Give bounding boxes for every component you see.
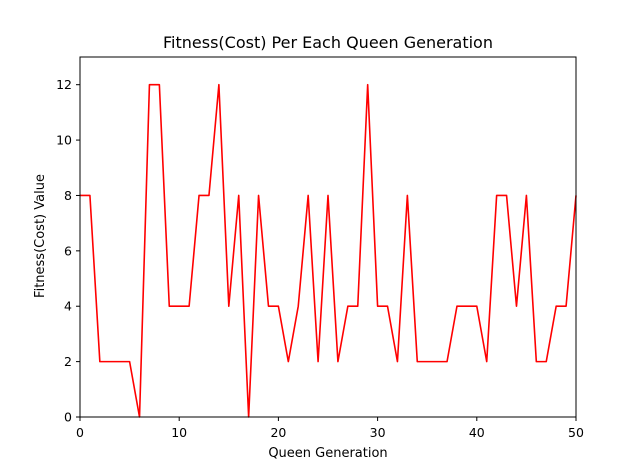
x-tick-label: 40: [469, 425, 485, 440]
y-tick-label: 8: [64, 188, 72, 203]
y-tick-label: 0: [64, 410, 72, 425]
chart-title: Fitness(Cost) Per Each Queen Generation: [163, 33, 493, 52]
x-tick-label: 30: [370, 425, 386, 440]
y-tick-label: 6: [64, 243, 72, 258]
x-tick-label: 50: [568, 425, 584, 440]
y-tick-label: 2: [64, 354, 72, 369]
plot-frame: [79, 56, 577, 418]
x-axis-label: Queen Generation: [268, 446, 387, 461]
y-tick-label: 10: [56, 133, 72, 148]
series-line-0: [80, 83, 577, 418]
x-tick-label: 0: [76, 425, 84, 440]
y-tick-label: 4: [64, 299, 72, 314]
x-tick-label: 10: [171, 425, 187, 440]
x-tick-label: 20: [270, 425, 286, 440]
plot-area: 0 10 20 30 40 50 0 2 4 6 8 10 12: [56, 56, 584, 440]
y-axis-label: Fitness(Cost) Value: [33, 174, 48, 298]
y-tick-label: 12: [56, 77, 72, 92]
